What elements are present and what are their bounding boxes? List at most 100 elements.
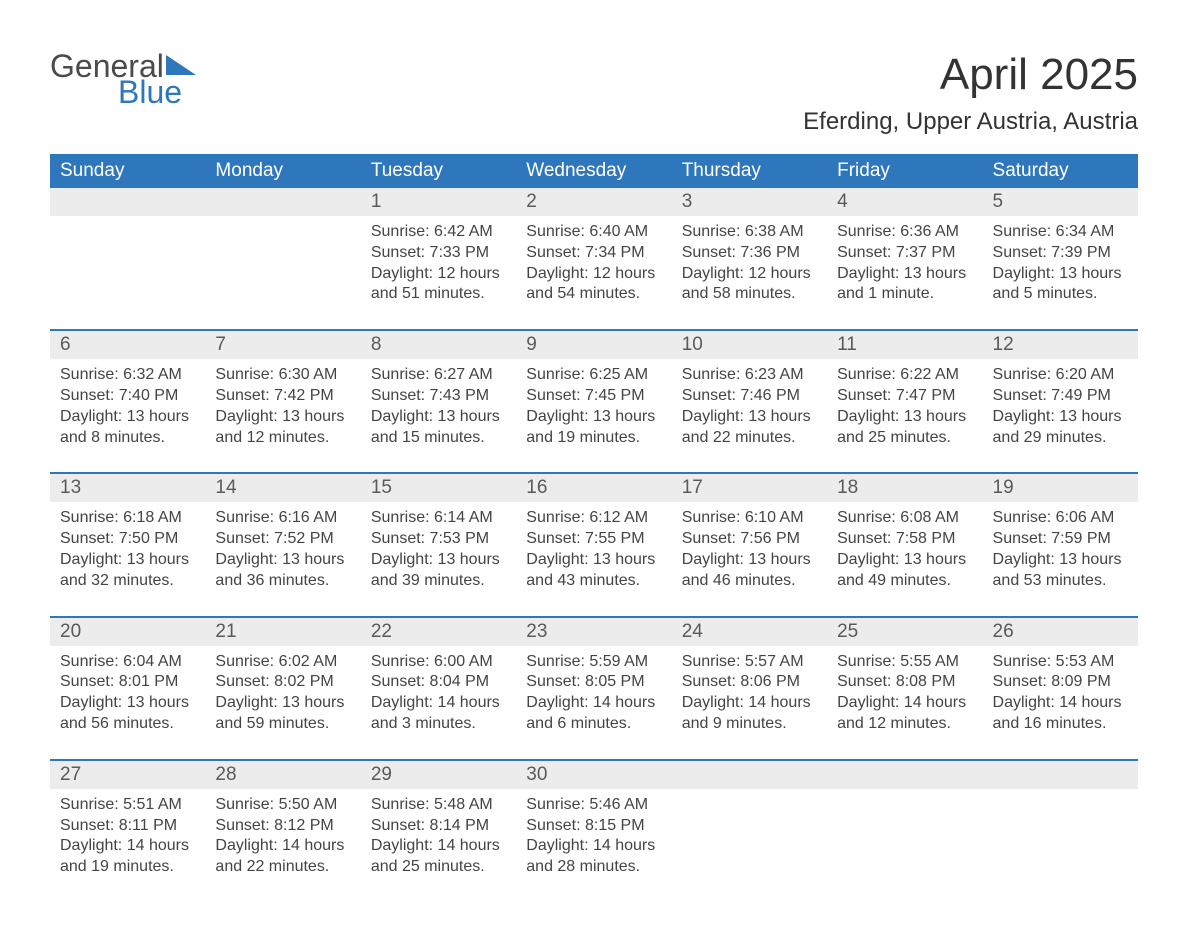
sunrise-text: Sunrise: 5:48 AM bbox=[371, 795, 506, 816]
daynum-row: 6789101112 bbox=[50, 331, 1138, 359]
day-number: 29 bbox=[361, 761, 516, 789]
sunrise-text: Sunrise: 6:12 AM bbox=[526, 508, 661, 529]
daylight-text: Daylight: 12 hours and 51 minutes. bbox=[371, 264, 506, 306]
day-cell: Sunrise: 5:57 AMSunset: 8:06 PMDaylight:… bbox=[672, 646, 827, 743]
day-cell: Sunrise: 6:34 AMSunset: 7:39 PMDaylight:… bbox=[983, 216, 1138, 313]
day-header-sun: Sunday bbox=[50, 154, 205, 188]
day-cell: Sunrise: 6:25 AMSunset: 7:45 PMDaylight:… bbox=[516, 359, 671, 456]
day-cell: Sunrise: 6:40 AMSunset: 7:34 PMDaylight:… bbox=[516, 216, 671, 313]
day-cell: Sunrise: 6:10 AMSunset: 7:56 PMDaylight:… bbox=[672, 502, 827, 599]
month-title: April 2025 bbox=[803, 50, 1138, 100]
day-number bbox=[983, 761, 1138, 789]
sunrise-text: Sunrise: 6:32 AM bbox=[60, 365, 195, 386]
day-cell: Sunrise: 6:16 AMSunset: 7:52 PMDaylight:… bbox=[205, 502, 360, 599]
day-cell: Sunrise: 5:51 AMSunset: 8:11 PMDaylight:… bbox=[50, 789, 205, 886]
sunrise-text: Sunrise: 6:20 AM bbox=[993, 365, 1128, 386]
sunset-text: Sunset: 7:58 PM bbox=[837, 529, 972, 550]
day-number bbox=[50, 188, 205, 216]
day-number: 15 bbox=[361, 474, 516, 502]
sunrise-text: Sunrise: 6:16 AM bbox=[215, 508, 350, 529]
sunset-text: Sunset: 7:34 PM bbox=[526, 243, 661, 264]
daylight-text: Daylight: 13 hours and 39 minutes. bbox=[371, 550, 506, 592]
day-header-mon: Monday bbox=[205, 154, 360, 188]
daylight-text: Daylight: 13 hours and 32 minutes. bbox=[60, 550, 195, 592]
logo: General Blue bbox=[50, 50, 196, 108]
day-header-fri: Friday bbox=[827, 154, 982, 188]
sunset-text: Sunset: 7:49 PM bbox=[993, 386, 1128, 407]
day-number: 28 bbox=[205, 761, 360, 789]
sunrise-text: Sunrise: 6:25 AM bbox=[526, 365, 661, 386]
daylight-text: Daylight: 14 hours and 9 minutes. bbox=[682, 693, 817, 735]
day-number: 25 bbox=[827, 618, 982, 646]
sunrise-text: Sunrise: 6:30 AM bbox=[215, 365, 350, 386]
day-number: 19 bbox=[983, 474, 1138, 502]
day-number: 16 bbox=[516, 474, 671, 502]
sunrise-text: Sunrise: 6:00 AM bbox=[371, 652, 506, 673]
sunset-text: Sunset: 7:59 PM bbox=[993, 529, 1128, 550]
day-cell: Sunrise: 5:50 AMSunset: 8:12 PMDaylight:… bbox=[205, 789, 360, 886]
daylight-text: Daylight: 12 hours and 58 minutes. bbox=[682, 264, 817, 306]
sunset-text: Sunset: 8:02 PM bbox=[215, 672, 350, 693]
calendar: Sunday Monday Tuesday Wednesday Thursday… bbox=[50, 154, 1138, 886]
week-content-row: Sunrise: 6:04 AMSunset: 8:01 PMDaylight:… bbox=[50, 646, 1138, 743]
sunset-text: Sunset: 8:05 PM bbox=[526, 672, 661, 693]
day-number bbox=[827, 761, 982, 789]
daynum-row: 12345 bbox=[50, 188, 1138, 216]
daylight-text: Daylight: 13 hours and 8 minutes. bbox=[60, 407, 195, 449]
day-cell: Sunrise: 5:53 AMSunset: 8:09 PMDaylight:… bbox=[983, 646, 1138, 743]
sunset-text: Sunset: 7:55 PM bbox=[526, 529, 661, 550]
sunset-text: Sunset: 8:12 PM bbox=[215, 816, 350, 837]
sunset-text: Sunset: 7:45 PM bbox=[526, 386, 661, 407]
daylight-text: Daylight: 13 hours and 1 minute. bbox=[837, 264, 972, 306]
day-header-sat: Saturday bbox=[983, 154, 1138, 188]
day-cell: Sunrise: 5:59 AMSunset: 8:05 PMDaylight:… bbox=[516, 646, 671, 743]
daylight-text: Daylight: 13 hours and 25 minutes. bbox=[837, 407, 972, 449]
day-header-row: Sunday Monday Tuesday Wednesday Thursday… bbox=[50, 154, 1138, 188]
sunrise-text: Sunrise: 6:02 AM bbox=[215, 652, 350, 673]
day-number: 14 bbox=[205, 474, 360, 502]
sunrise-text: Sunrise: 6:36 AM bbox=[837, 222, 972, 243]
daylight-text: Daylight: 14 hours and 6 minutes. bbox=[526, 693, 661, 735]
day-number: 17 bbox=[672, 474, 827, 502]
sunrise-text: Sunrise: 6:38 AM bbox=[682, 222, 817, 243]
sunset-text: Sunset: 8:01 PM bbox=[60, 672, 195, 693]
daylight-text: Daylight: 13 hours and 59 minutes. bbox=[215, 693, 350, 735]
daylight-text: Daylight: 14 hours and 19 minutes. bbox=[60, 836, 195, 878]
day-number: 4 bbox=[827, 188, 982, 216]
daylight-text: Daylight: 14 hours and 3 minutes. bbox=[371, 693, 506, 735]
day-number: 3 bbox=[672, 188, 827, 216]
sunrise-text: Sunrise: 6:14 AM bbox=[371, 508, 506, 529]
sunrise-text: Sunrise: 6:22 AM bbox=[837, 365, 972, 386]
day-cell: Sunrise: 6:04 AMSunset: 8:01 PMDaylight:… bbox=[50, 646, 205, 743]
day-number: 21 bbox=[205, 618, 360, 646]
weeks-container: 12345Sunrise: 6:42 AMSunset: 7:33 PMDayl… bbox=[50, 188, 1138, 886]
day-number: 5 bbox=[983, 188, 1138, 216]
sunset-text: Sunset: 7:46 PM bbox=[682, 386, 817, 407]
sunrise-text: Sunrise: 5:51 AM bbox=[60, 795, 195, 816]
day-number: 18 bbox=[827, 474, 982, 502]
daylight-text: Daylight: 13 hours and 12 minutes. bbox=[215, 407, 350, 449]
day-cell: Sunrise: 5:55 AMSunset: 8:08 PMDaylight:… bbox=[827, 646, 982, 743]
daylight-text: Daylight: 14 hours and 28 minutes. bbox=[526, 836, 661, 878]
daylight-text: Daylight: 13 hours and 22 minutes. bbox=[682, 407, 817, 449]
week-content-row: Sunrise: 6:18 AMSunset: 7:50 PMDaylight:… bbox=[50, 502, 1138, 599]
day-number bbox=[205, 188, 360, 216]
sunrise-text: Sunrise: 6:34 AM bbox=[993, 222, 1128, 243]
sunrise-text: Sunrise: 5:59 AM bbox=[526, 652, 661, 673]
logo-text-blue: Blue bbox=[118, 76, 196, 108]
day-cell bbox=[827, 789, 982, 886]
sunset-text: Sunset: 8:06 PM bbox=[682, 672, 817, 693]
sunrise-text: Sunrise: 5:55 AM bbox=[837, 652, 972, 673]
sunset-text: Sunset: 7:36 PM bbox=[682, 243, 817, 264]
sunrise-text: Sunrise: 6:27 AM bbox=[371, 365, 506, 386]
daylight-text: Daylight: 13 hours and 29 minutes. bbox=[993, 407, 1128, 449]
day-cell: Sunrise: 6:22 AMSunset: 7:47 PMDaylight:… bbox=[827, 359, 982, 456]
daylight-text: Daylight: 14 hours and 16 minutes. bbox=[993, 693, 1128, 735]
daylight-text: Daylight: 13 hours and 53 minutes. bbox=[993, 550, 1128, 592]
week-content-row: Sunrise: 5:51 AMSunset: 8:11 PMDaylight:… bbox=[50, 789, 1138, 886]
sunset-text: Sunset: 7:56 PM bbox=[682, 529, 817, 550]
day-cell: Sunrise: 6:12 AMSunset: 7:55 PMDaylight:… bbox=[516, 502, 671, 599]
day-number: 11 bbox=[827, 331, 982, 359]
title-block: April 2025 Eferding, Upper Austria, Aust… bbox=[803, 50, 1138, 136]
sunset-text: Sunset: 7:37 PM bbox=[837, 243, 972, 264]
